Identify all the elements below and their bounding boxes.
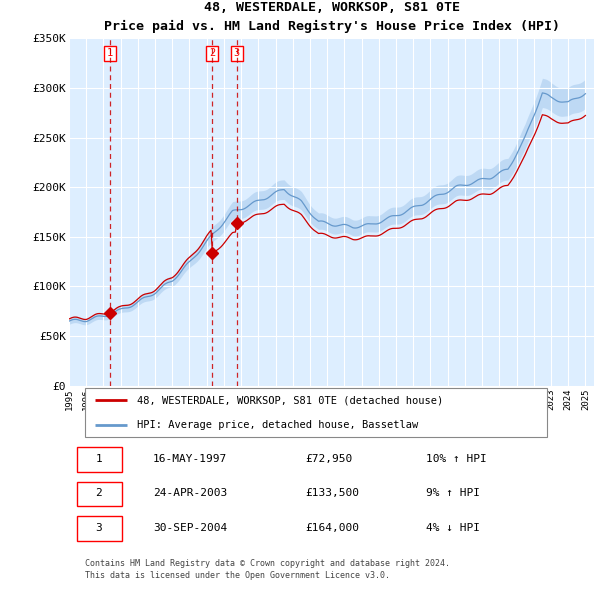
Text: 48, WESTERDALE, WORKSOP, S81 0TE (detached house): 48, WESTERDALE, WORKSOP, S81 0TE (detach… bbox=[137, 395, 443, 405]
FancyBboxPatch shape bbox=[85, 388, 547, 438]
Text: 2: 2 bbox=[209, 48, 215, 58]
Text: 2: 2 bbox=[95, 489, 102, 499]
Title: 48, WESTERDALE, WORKSOP, S81 0TE
Price paid vs. HM Land Registry's House Price I: 48, WESTERDALE, WORKSOP, S81 0TE Price p… bbox=[104, 1, 560, 33]
Text: 10% ↑ HPI: 10% ↑ HPI bbox=[426, 454, 487, 464]
Text: 9% ↑ HPI: 9% ↑ HPI bbox=[426, 489, 480, 499]
Text: HPI: Average price, detached house, Bassetlaw: HPI: Average price, detached house, Bass… bbox=[137, 421, 419, 431]
Text: 16-MAY-1997: 16-MAY-1997 bbox=[153, 454, 227, 464]
FancyBboxPatch shape bbox=[77, 447, 121, 472]
Text: 30-SEP-2004: 30-SEP-2004 bbox=[153, 523, 227, 533]
FancyBboxPatch shape bbox=[77, 516, 121, 541]
Text: 3: 3 bbox=[234, 48, 240, 58]
Text: Contains HM Land Registry data © Crown copyright and database right 2024.
This d: Contains HM Land Registry data © Crown c… bbox=[85, 559, 450, 581]
Text: 3: 3 bbox=[95, 523, 102, 533]
FancyBboxPatch shape bbox=[77, 482, 121, 506]
Text: £133,500: £133,500 bbox=[305, 489, 359, 499]
Text: 24-APR-2003: 24-APR-2003 bbox=[153, 489, 227, 499]
Text: £72,950: £72,950 bbox=[305, 454, 353, 464]
Text: 4% ↓ HPI: 4% ↓ HPI bbox=[426, 523, 480, 533]
Text: 1: 1 bbox=[95, 454, 102, 464]
Text: £164,000: £164,000 bbox=[305, 523, 359, 533]
Text: 1: 1 bbox=[107, 48, 113, 58]
